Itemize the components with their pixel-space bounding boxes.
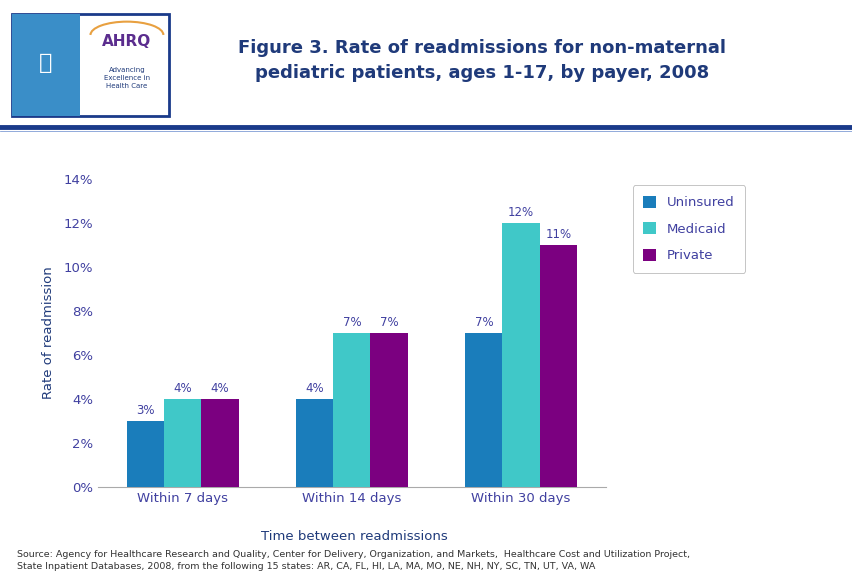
Text: 11%: 11%: [544, 228, 571, 241]
Y-axis label: Rate of readmission: Rate of readmission: [43, 266, 55, 399]
Text: 7%: 7%: [474, 316, 492, 329]
Text: Time between readmissions: Time between readmissions: [261, 530, 446, 543]
Bar: [201, 399, 239, 487]
Text: AHRQ: AHRQ: [102, 34, 152, 49]
Bar: [464, 332, 502, 487]
Text: 🦅: 🦅: [39, 52, 53, 73]
Text: 4%: 4%: [173, 382, 192, 395]
Text: 3%: 3%: [136, 404, 154, 418]
Text: Advancing
Excellence in
Health Care: Advancing Excellence in Health Care: [104, 67, 150, 89]
Text: 4%: 4%: [210, 382, 229, 395]
Bar: [539, 245, 576, 487]
Bar: [502, 222, 539, 487]
Bar: [370, 332, 407, 487]
Text: 7%: 7%: [343, 316, 360, 329]
Text: Figure 3. Rate of readmissions for non-maternal
pediatric patients, ages 1-17, b: Figure 3. Rate of readmissions for non-m…: [238, 39, 725, 82]
FancyBboxPatch shape: [12, 14, 169, 116]
Bar: [127, 420, 164, 487]
Bar: [333, 332, 370, 487]
Bar: [164, 399, 201, 487]
Text: 12%: 12%: [508, 206, 533, 219]
Text: 4%: 4%: [305, 382, 324, 395]
Bar: [12, 14, 80, 116]
Legend: Uninsured, Medicaid, Private: Uninsured, Medicaid, Private: [632, 185, 745, 273]
Text: 7%: 7%: [379, 316, 398, 329]
Text: Source: Agency for Healthcare Research and Quality, Center for Delivery, Organiz: Source: Agency for Healthcare Research a…: [17, 550, 689, 571]
Bar: [296, 399, 333, 487]
